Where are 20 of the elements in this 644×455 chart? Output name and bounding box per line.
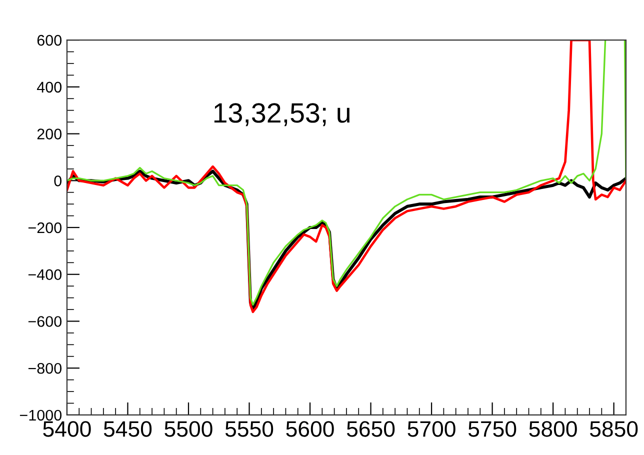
x-tick-label: 5500 <box>164 421 212 437</box>
x-tick-label: 5400 <box>43 421 91 437</box>
x-tick-label: 5450 <box>104 421 152 437</box>
y-tick-label: −200 <box>28 222 62 234</box>
y-tick-label: 400 <box>36 82 62 93</box>
x-tick-label: 5700 <box>408 421 456 437</box>
y-tick-label: −800 <box>28 362 62 374</box>
x-tick-label: 5850 <box>590 421 638 437</box>
y-tick-label: −600 <box>28 316 62 327</box>
y-tick-label: −1000 <box>20 410 62 421</box>
x-tick-label: 5550 <box>225 421 274 437</box>
y-tick-label: 600 <box>37 34 62 46</box>
x-tick-label: 5600 <box>286 421 334 437</box>
annotation: 13,32,53; u <box>214 103 350 126</box>
y-tick-label: 200 <box>37 128 62 140</box>
x-tick-label: 5650 <box>346 421 395 437</box>
x-tick-label: 5750 <box>468 421 516 437</box>
y-tick-label: 0 <box>54 176 62 186</box>
x-tick-label: 5800 <box>529 421 577 437</box>
y-tick-label: −400 <box>28 269 62 280</box>
